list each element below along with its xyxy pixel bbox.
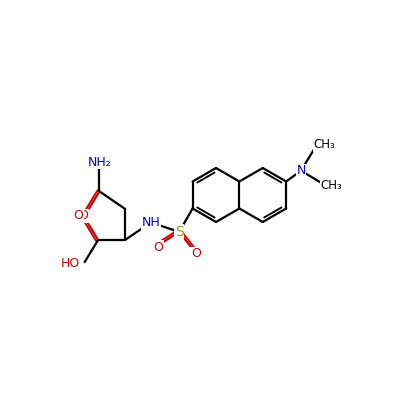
Text: CH₃: CH₃ bbox=[320, 179, 342, 192]
Text: NH: NH bbox=[141, 216, 160, 229]
Text: O: O bbox=[79, 209, 88, 222]
Text: O: O bbox=[191, 247, 201, 260]
Text: CH₃: CH₃ bbox=[314, 138, 335, 151]
Text: S: S bbox=[175, 225, 184, 239]
Text: HO: HO bbox=[60, 257, 80, 270]
Text: N: N bbox=[296, 164, 306, 177]
Text: NH₂: NH₂ bbox=[88, 156, 111, 168]
Text: O: O bbox=[153, 240, 163, 254]
Text: O: O bbox=[73, 209, 83, 222]
